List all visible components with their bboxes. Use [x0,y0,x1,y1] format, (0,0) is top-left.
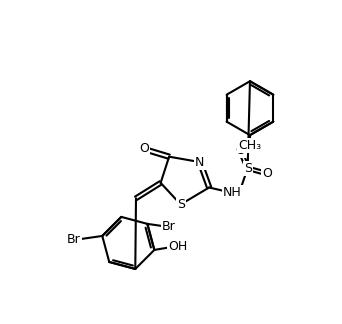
Text: S: S [244,162,252,175]
Text: CH₃: CH₃ [238,139,262,152]
Text: N: N [195,156,205,168]
Text: OH: OH [168,239,187,252]
Text: O: O [262,167,272,180]
Text: O: O [139,143,149,156]
Text: NH: NH [223,186,242,199]
Text: S: S [177,198,185,211]
Text: O: O [235,144,245,157]
Text: Br: Br [67,233,81,246]
Text: Br: Br [162,220,176,234]
